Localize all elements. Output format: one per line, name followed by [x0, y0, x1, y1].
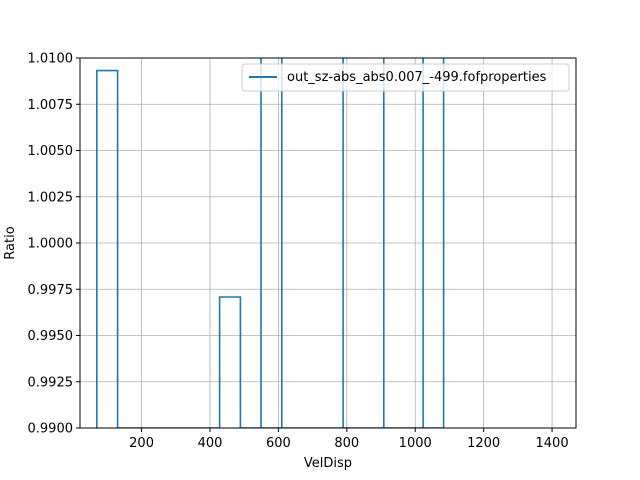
- y-tick-label: 1.0075: [28, 98, 74, 113]
- y-axis: 0.9900 0.9925 0.9950 0.9975 1.0000 1.0025 1.00…: [28, 52, 80, 437]
- y-axis-label: Ratio: [3, 226, 18, 259]
- y-tick-label: 1.0000: [28, 237, 74, 252]
- legend-label: out_sz-abs_abs0.007_-499.fofproperties: [287, 70, 547, 85]
- y-tick-label: 0.9925: [28, 375, 74, 390]
- legend: out_sz-abs_abs0.007_-499.fofproperties: [241, 63, 570, 92]
- x-tick-label: 1200: [467, 436, 500, 451]
- x-tick-label: 1400: [536, 436, 569, 451]
- y-tick-label: 0.9900: [28, 422, 74, 437]
- x-axis: 200 400 600 800 1000 1200 1400: [129, 428, 569, 451]
- y-tick-label: 1.0100: [28, 52, 74, 67]
- x-tick-label: 800: [334, 436, 359, 451]
- x-tick-label: 400: [198, 436, 223, 451]
- y-tick-label: 1.0025: [28, 190, 74, 205]
- x-axis-label: VelDisp: [304, 456, 352, 471]
- y-tick-label: 1.0050: [28, 144, 74, 159]
- legend-box: [241, 63, 570, 92]
- x-tick-label: 600: [266, 436, 291, 451]
- y-tick-label: 0.9975: [28, 283, 74, 298]
- y-tick-label: 0.9950: [28, 329, 74, 344]
- x-tick-label: 1000: [399, 436, 432, 451]
- x-tick-label: 200: [129, 436, 154, 451]
